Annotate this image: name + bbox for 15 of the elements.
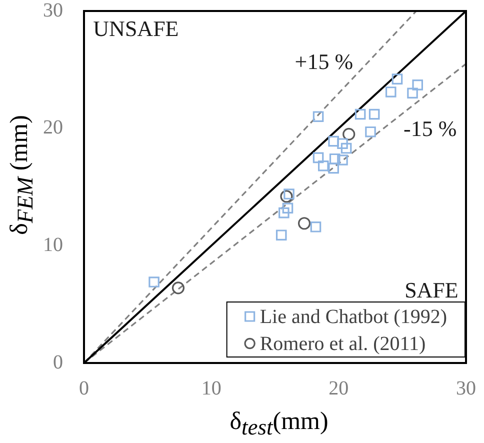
annotation: SAFE <box>404 277 458 302</box>
x-tick-label: 0 <box>79 377 89 400</box>
x-tick-label: 30 <box>456 377 476 400</box>
y-tick-label: 30 <box>43 0 63 22</box>
legend-label: Romero et al. (2011) <box>260 332 426 355</box>
y-tick-label: 0 <box>53 351 63 374</box>
x-tick-label: 10 <box>201 377 222 400</box>
y-tick-label: 20 <box>43 116 63 139</box>
y-tick-label: 10 <box>43 234 63 256</box>
annotation: +15 % <box>294 48 354 74</box>
x-axis-title: δ$_{test}$(mm) <box>230 408 328 440</box>
x-tick-label: 20 <box>328 377 349 400</box>
annotation: -15 % <box>404 116 457 142</box>
legend-label: Lie and Chatbot (1992) <box>260 306 448 328</box>
annotation: UNSAFE <box>93 16 179 41</box>
